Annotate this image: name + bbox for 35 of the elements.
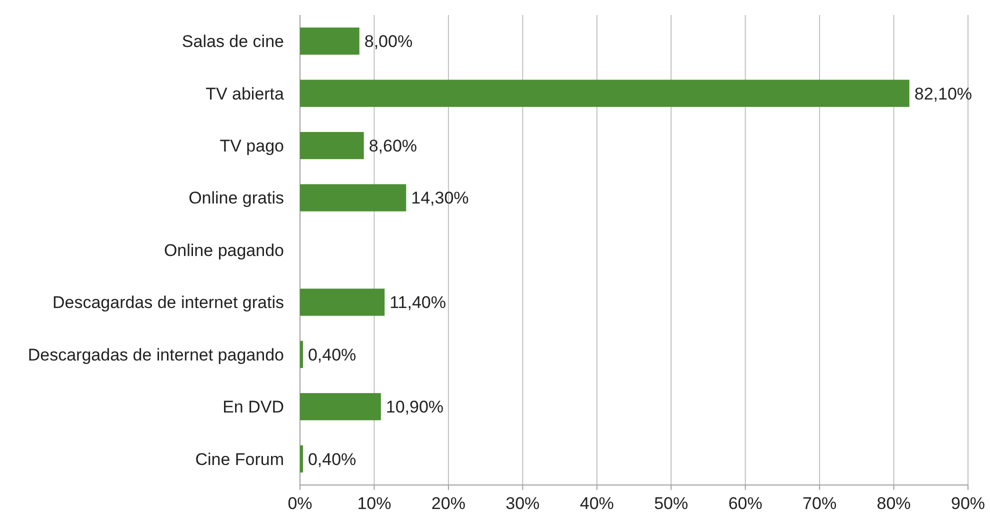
x-tick-label: 40%	[580, 494, 614, 513]
data-label: 0,40%	[308, 345, 356, 364]
x-tick-label: 50%	[654, 494, 688, 513]
y-tick-label: Salas de cine	[182, 32, 284, 52]
y-tick-label: Online pagando	[164, 240, 284, 260]
data-label: 10,90%	[386, 398, 444, 417]
x-tick-label: 90%	[950, 494, 986, 513]
data-label: 8,00%	[364, 32, 413, 52]
x-tick-label: 80%	[876, 494, 911, 513]
x-tick-label: 0%	[288, 494, 312, 513]
bar	[300, 288, 385, 316]
y-tick-label: Online gratis	[188, 188, 284, 208]
y-tick-label: TV pago	[220, 136, 284, 156]
bar	[300, 184, 406, 212]
data-label: 14,30%	[411, 188, 469, 208]
y-tick-label: Cine Forum	[195, 450, 284, 469]
data-label: 0,40%	[308, 450, 356, 469]
x-tick-label: 20%	[431, 494, 466, 513]
data-label: 8,60%	[368, 136, 418, 156]
y-tick-label: Descagardas de internet gratis	[52, 293, 284, 312]
bar	[300, 393, 381, 420]
data-label: 11,40%	[390, 293, 446, 312]
x-tick-label: 60%	[728, 494, 762, 513]
y-tick-label: TV abierta	[206, 84, 285, 104]
y-tick-label: En DVD	[222, 398, 284, 417]
x-tick-label: 70%	[802, 494, 837, 513]
y-tick-label: Descargadas de internet pagando	[28, 345, 284, 364]
bar	[300, 80, 910, 107]
x-tick-label: 30%	[506, 494, 540, 513]
bar	[300, 132, 364, 160]
x-tick-label: 10%	[357, 494, 392, 513]
bar	[300, 28, 360, 55]
data-label: 82,10%	[914, 84, 972, 104]
bar	[300, 340, 303, 368]
bar	[300, 445, 303, 472]
